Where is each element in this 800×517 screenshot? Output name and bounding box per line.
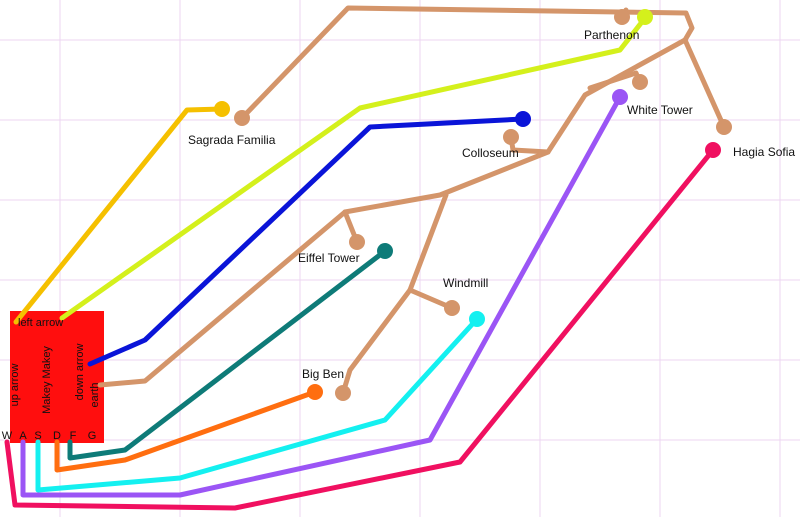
key-label: D <box>53 430 61 442</box>
landmark-label: Windmill <box>443 276 488 290</box>
makey-makey-board <box>10 311 104 443</box>
labels: Parthenon Sagrada Familia White Tower Co… <box>188 28 795 381</box>
landmark-label: White Tower <box>627 103 693 117</box>
key-label: S <box>34 430 41 442</box>
key-label: F <box>70 430 77 442</box>
wire <box>4 147 716 511</box>
landmark-label: Colloseum <box>462 146 519 160</box>
board-label: Makey Makey <box>41 346 53 414</box>
board-label: up arrow <box>9 364 21 407</box>
landmark-label: Big Ben <box>302 367 344 381</box>
wire <box>87 116 526 367</box>
wire <box>20 94 623 498</box>
key-label: W <box>2 430 13 442</box>
landmark-label: Parthenon <box>584 28 639 42</box>
wire <box>67 248 388 461</box>
landmark-label: Sagrada Familia <box>188 133 276 147</box>
board-label: down arrow <box>74 344 86 401</box>
earth-wire <box>97 5 727 396</box>
wire <box>59 15 648 321</box>
wires <box>4 5 727 511</box>
key-label: A <box>19 430 27 442</box>
board-label: left arrow <box>18 317 63 329</box>
key-label: G <box>88 430 97 442</box>
wire <box>54 389 318 473</box>
wire <box>35 316 480 493</box>
landmark-label: Hagia Sofia <box>733 145 795 159</box>
wire <box>13 106 225 325</box>
board-label: earth <box>89 382 101 407</box>
board-labels: left arrow up arrow Makey Makey down arr… <box>9 317 101 414</box>
landmark-label: Eiffel Tower <box>298 251 360 265</box>
endpoints <box>214 9 732 401</box>
